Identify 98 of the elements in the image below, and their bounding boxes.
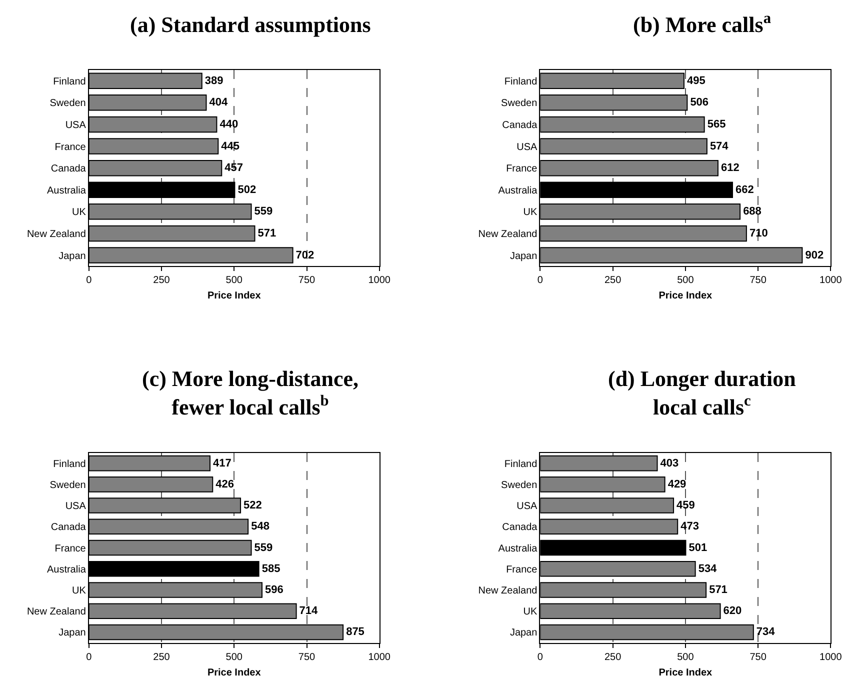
y-tick-label: USA — [516, 501, 538, 512]
y-tick-label: Australia — [498, 185, 538, 196]
data-label: 574 — [710, 140, 730, 152]
x-tick-label: 750 — [750, 652, 767, 663]
y-tick-label: Australia — [46, 564, 86, 576]
x-tick-label: 250 — [153, 652, 170, 663]
x-tick-label: 750 — [298, 275, 316, 286]
y-tick-label: Finland — [504, 458, 538, 470]
y-tick-label: France — [506, 164, 538, 175]
data-label: 429 — [668, 478, 686, 490]
y-tick-label: New Zealand — [478, 586, 538, 596]
y-tick-label: Canada — [50, 164, 86, 175]
y-tick-label: Australia — [498, 543, 538, 554]
chart-title: (c) More long-distance, fewer local calls$^{b}$ — [142, 366, 358, 420]
y-tick-label: UK — [523, 207, 538, 218]
data-label: 565 — [707, 118, 726, 130]
data-label: 620 — [723, 605, 742, 618]
data-label: 502 — [238, 184, 256, 196]
y-tick-label: UK — [72, 207, 86, 218]
y-tick-label: UK — [72, 586, 86, 596]
data-label: 662 — [735, 184, 754, 196]
y-tick-label: France — [54, 543, 86, 554]
data-label: 501 — [688, 542, 708, 554]
x-axis-title: Price Index — [658, 290, 713, 302]
x-tick-label: 0 — [537, 652, 544, 663]
y-tick-label: Canada — [502, 522, 538, 534]
x-axis-title: Price Index — [207, 290, 262, 302]
x-tick-label: 250 — [604, 652, 622, 663]
y-tick-label: New Zealand — [26, 606, 86, 618]
y-tick-label: Australia — [46, 185, 86, 196]
x-tick-label: 750 — [298, 652, 316, 663]
x-tick-label: 500 — [226, 652, 243, 663]
y-tick-label: Japan — [510, 250, 538, 262]
y-tick-label: USA — [65, 120, 86, 131]
x-axis-title: Price Index — [658, 667, 713, 678]
y-tick-label: Sweden — [501, 480, 538, 491]
y-tick-label: Finland — [504, 76, 538, 88]
data-label: 522 — [244, 500, 262, 512]
data-label: 417 — [213, 457, 232, 470]
data-label: 473 — [680, 520, 699, 533]
data-label: 688 — [743, 206, 762, 218]
data-label: 875 — [346, 626, 364, 638]
chart-title: (b) More calls$^{a}$ — [633, 10, 772, 38]
x-tick-label: 1000 — [820, 275, 842, 286]
y-tick-label: Canada — [50, 522, 86, 534]
x-tick-label: 1000 — [368, 275, 391, 286]
x-tick-label: 0 — [86, 652, 92, 663]
x-tick-label: 500 — [677, 275, 694, 286]
data-label: 506 — [690, 96, 709, 109]
y-tick-label: Japan — [510, 628, 538, 639]
x-tick-label: 1000 — [368, 652, 391, 663]
x-tick-label: 250 — [604, 275, 622, 286]
y-tick-label: New Zealand — [478, 228, 538, 240]
data-label: 457 — [224, 162, 243, 174]
data-label: 459 — [676, 500, 695, 512]
y-tick-label: France — [54, 142, 86, 153]
x-tick-label: 0 — [537, 275, 544, 286]
x-tick-label: 750 — [750, 275, 767, 286]
data-label: 559 — [254, 542, 273, 554]
data-label: 571 — [258, 227, 276, 240]
chart-title: (a) Standard assumptions — [130, 12, 372, 37]
x-tick-label: 250 — [153, 275, 170, 286]
y-tick-label: USA — [65, 501, 86, 512]
data-label: 548 — [251, 520, 270, 533]
data-label: 403 — [660, 457, 679, 470]
y-tick-label: UK — [523, 606, 538, 618]
data-label: 571 — [709, 584, 728, 596]
data-label: 734 — [756, 626, 776, 638]
y-tick-label: Japan — [58, 628, 86, 639]
data-label: 440 — [220, 118, 238, 130]
y-tick-label: France — [506, 564, 538, 576]
y-tick-label: USA — [516, 142, 538, 153]
y-tick-label: Japan — [58, 250, 86, 262]
data-label: 596 — [265, 584, 284, 596]
x-tick-label: 1000 — [820, 652, 842, 663]
x-tick-label: 500 — [226, 275, 243, 286]
data-label: 710 — [749, 227, 768, 240]
data-label: 559 — [254, 206, 273, 218]
data-label: 534 — [698, 562, 718, 575]
data-label: 902 — [805, 249, 824, 262]
y-tick-label: Finland — [53, 76, 86, 88]
data-label: 389 — [204, 74, 224, 87]
y-tick-label: Canada — [502, 120, 538, 131]
y-tick-label: Sweden — [50, 98, 86, 110]
data-label: 612 — [720, 162, 740, 174]
data-label: 404 — [209, 96, 228, 109]
y-tick-label: Sweden — [501, 98, 538, 110]
data-label: 426 — [216, 478, 234, 490]
x-axis-title: Price Index — [207, 667, 262, 678]
x-tick-label: 0 — [86, 275, 92, 286]
chart-title: (d) Longer duration local calls$^{c}$ — [608, 366, 796, 420]
y-tick-label: Sweden — [50, 480, 86, 491]
x-tick-label: 500 — [677, 652, 694, 663]
y-tick-label: Finland — [53, 458, 86, 470]
data-label: 585 — [262, 562, 280, 575]
y-tick-label: New Zealand — [26, 228, 86, 240]
data-label: 495 — [686, 74, 706, 87]
data-label: 714 — [299, 605, 319, 618]
